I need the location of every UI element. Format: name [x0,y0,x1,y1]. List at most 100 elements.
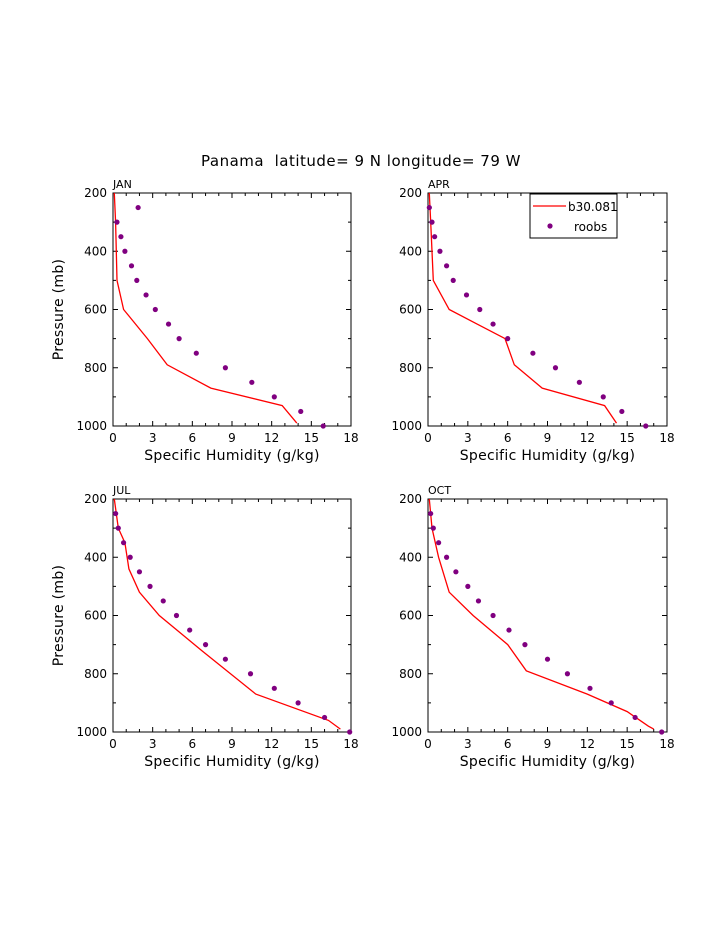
x-tick-label: 3 [464,431,472,445]
roobs-point [505,336,511,342]
plot-frame [427,498,668,733]
roobs-point [347,729,353,735]
plot-frame [112,498,352,733]
roobs-point [587,685,593,691]
x-tick-label: 18 [343,431,358,445]
x-tick-label: 18 [659,737,674,751]
panel-label: OCT [428,484,451,497]
roobs-point [477,306,483,313]
plot-frame [112,192,352,427]
chart-title: Panama latitude= 9 N longitude= 79 W [201,152,521,170]
roobs-point [530,350,536,356]
legend-label-roobs: roobs [574,220,607,234]
roobs-point [128,263,135,269]
roobs-point [450,277,456,283]
roobs-point [429,219,435,225]
x-tick-label: 0 [424,431,432,445]
x-tick-label: 12 [580,431,595,445]
roobs-point [114,219,120,225]
x-tick-label: 12 [264,737,279,751]
y-tick-label: 600 [84,303,107,317]
roobs-point [490,612,496,619]
y-axis-label: Pressure (mb) [51,565,67,667]
roobs-point [176,336,182,342]
roobs-point [295,700,301,706]
roobs-point [113,510,119,517]
roobs-point [619,408,625,415]
y-tick-label: 800 [399,361,422,375]
roobs-point [135,204,141,211]
x-tick-label: 3 [149,431,157,445]
roobs-point [298,408,304,415]
x-tick-label: 18 [343,737,358,751]
roobs-point [506,627,512,633]
roobs-point [428,510,434,517]
roobs-point [120,540,127,546]
roobs-point [147,583,153,589]
roobs-point [490,321,496,327]
roobs-point [122,248,128,254]
y-tick-label: 200 [399,186,422,200]
roobs-point [115,525,121,531]
y-tick-label: 800 [84,667,107,681]
roobs-point [430,525,436,531]
y-tick-label: 400 [84,550,107,564]
x-axis-label: Specific Humidity (g/kg) [460,448,636,464]
x-tick-label: 0 [109,737,117,751]
panel-label: JAN [112,178,132,191]
x-tick-label: 6 [189,737,197,751]
roobs-point [600,394,606,400]
x-tick-label: 9 [544,431,552,445]
series-line-b30-081 [113,498,341,730]
roobs-point [632,714,638,721]
roobs-point [426,204,432,211]
roobs-point [160,598,166,604]
x-tick-label: 9 [228,431,236,445]
roobs-point [152,306,158,313]
roobs-point [202,642,209,648]
roobs-point [437,248,443,254]
y-tick-label: 1000 [76,725,107,739]
panel-label: APR [428,178,450,191]
roobs-point [564,671,571,677]
roobs-point [443,263,450,269]
roobs-point [271,394,277,400]
x-tick-label: 0 [424,737,432,751]
panel-jul: 0 3 6 9 12 15 18 200 400 600 800 1000 JUL Specific Hu… [51,484,359,770]
x-tick-label: 15 [304,737,319,751]
y-tick-label: 200 [84,492,107,506]
x-tick-label: 12 [580,737,595,751]
x-tick-label: 12 [264,431,279,445]
roobs-point [187,627,193,633]
series-line-b30-081 [113,192,298,424]
roobs-point [118,234,124,240]
series-line-b30-081 [428,192,618,424]
roobs-point [127,554,133,560]
y-tick-label: 400 [84,244,107,258]
panel-label: JUL [112,484,131,497]
roobs-point [432,234,438,240]
legend: b30.081 roobs [529,193,618,239]
roobs-point [443,554,450,560]
x-tick-label: 15 [620,737,635,751]
x-tick-label: 3 [464,737,472,751]
roobs-point [463,292,470,298]
roobs-point [465,583,471,589]
x-tick-label: 6 [504,431,512,445]
y-tick-label: 800 [84,361,107,375]
roobs-point [222,365,228,371]
roobs-point [247,671,254,677]
y-tick-label: 200 [399,492,422,506]
legend-swatch-roobs [547,223,553,229]
roobs-point [143,292,149,298]
x-tick-label: 9 [228,737,236,751]
x-tick-label: 6 [189,431,197,445]
roobs-point [608,700,614,706]
x-axis-label: Specific Humidity (g/kg) [144,448,320,464]
roobs-point [576,379,582,385]
roobs-point [165,321,172,327]
y-tick-label: 200 [84,186,107,200]
roobs-point [453,569,459,575]
y-tick-label: 1000 [76,419,107,433]
